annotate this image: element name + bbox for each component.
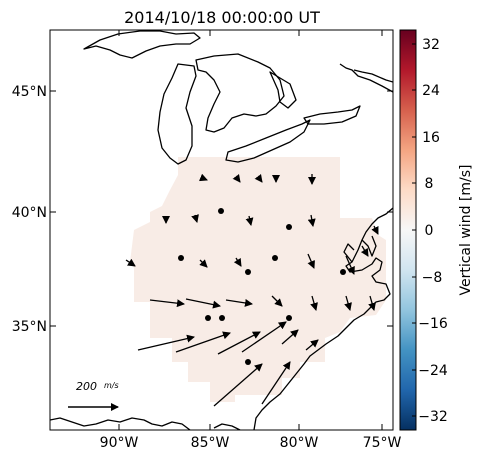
wind-vector xyxy=(307,214,316,227)
x-tick-label: 85°W xyxy=(191,435,230,451)
wind-marker xyxy=(272,255,278,261)
wind-marker xyxy=(219,315,225,321)
vertical-wind-field xyxy=(130,157,386,402)
wind-vectors xyxy=(125,173,379,407)
wind-vector xyxy=(217,331,261,355)
wind-vector xyxy=(344,295,352,311)
wind-vector xyxy=(175,331,231,353)
wind-vector xyxy=(368,295,376,311)
colorbar-tick-label: 0 xyxy=(425,223,434,239)
wind-vector xyxy=(233,257,242,267)
wind-vector xyxy=(345,255,355,275)
wind-marker xyxy=(245,359,251,365)
x-tick-marks xyxy=(118,30,383,430)
wind-marker xyxy=(218,208,224,214)
coastlines xyxy=(50,30,393,430)
colorbar-tick-labels: 32 24 16 8 0 −8 −16 −24 −32 xyxy=(418,37,448,425)
lake-ontario xyxy=(303,105,361,125)
colorbar-label: Vertical wind [m/s] xyxy=(458,165,474,296)
wind-vector xyxy=(191,214,199,223)
wind-vector xyxy=(271,295,283,307)
y-tick-label: 35°N xyxy=(12,319,47,335)
colorbar-tick-label: 16 xyxy=(422,130,440,146)
wind-vector xyxy=(199,173,208,182)
wind-vector xyxy=(137,334,195,351)
colorbar-tick-label: −24 xyxy=(418,363,448,379)
y-tick-label: 45°N xyxy=(12,84,47,100)
wind-vector xyxy=(185,298,221,309)
wind-vector xyxy=(149,299,185,308)
colorbar-tick-label: 8 xyxy=(425,176,434,192)
wind-vector xyxy=(307,253,315,269)
wind-vector xyxy=(213,363,263,407)
wind-vector xyxy=(281,329,299,345)
wind-markers xyxy=(178,208,346,365)
x-tick-label: 75°W xyxy=(363,435,402,451)
colorbar-tick-label: 32 xyxy=(422,37,440,53)
wind-marker xyxy=(340,269,346,275)
colorbar-tick-marks xyxy=(412,43,416,417)
wind-vector xyxy=(225,298,253,307)
x-tick-labels: 90°W 85°W 80°W 75°W xyxy=(100,435,402,451)
lake-michigan xyxy=(157,63,197,165)
atlantic-coast xyxy=(253,207,393,430)
wind-vector xyxy=(241,321,287,353)
wind-vector xyxy=(125,258,136,267)
lake-huron xyxy=(195,53,285,133)
gulf-coast xyxy=(50,417,191,430)
x-tick-label: 80°W xyxy=(280,435,319,451)
wind-marker xyxy=(205,315,211,321)
map-panel: 200 m/s xyxy=(50,30,393,430)
colorbar-tick-label: 24 xyxy=(422,83,440,99)
lake-erie xyxy=(225,119,311,163)
wind-marker xyxy=(178,255,184,261)
y-tick-marks xyxy=(50,90,393,327)
wind-vector xyxy=(305,339,319,351)
wind-vector xyxy=(245,215,254,226)
georgian-bay xyxy=(269,71,297,109)
st-lawrence xyxy=(339,63,393,93)
wind-vector xyxy=(254,174,263,183)
scale-label: 200 xyxy=(76,380,97,393)
wind-vector xyxy=(310,295,318,311)
scale-units: m/s xyxy=(104,381,119,390)
wind-vector xyxy=(261,361,291,405)
wind-vector xyxy=(371,225,379,235)
colorbar-tick-label: −32 xyxy=(418,409,448,425)
wind-vector xyxy=(360,245,369,257)
wind-vector xyxy=(199,259,208,268)
wind-vector xyxy=(232,174,241,183)
lake-superior xyxy=(83,30,201,59)
wind-marker xyxy=(286,224,292,230)
x-tick-label: 90°W xyxy=(100,435,139,451)
y-tick-label: 40°N xyxy=(12,205,47,221)
wind-marker xyxy=(245,269,251,275)
map-title: 2014/10/18 00:00:00 UT xyxy=(124,8,320,27)
colorbar-tick-label: −16 xyxy=(418,316,448,332)
map-frame xyxy=(49,29,394,431)
colorbar-tick-label: −8 xyxy=(422,270,443,286)
wind-marker xyxy=(286,315,292,321)
y-tick-labels: 45°N 40°N 35°N xyxy=(12,84,47,335)
